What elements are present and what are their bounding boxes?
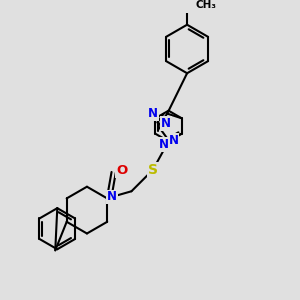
Text: N: N: [158, 138, 168, 151]
Text: N: N: [107, 190, 117, 203]
Text: N: N: [160, 117, 171, 130]
Text: N: N: [169, 134, 178, 147]
Text: N: N: [148, 107, 158, 120]
Text: S: S: [148, 163, 158, 177]
Text: CH₃: CH₃: [196, 0, 217, 10]
Text: O: O: [116, 164, 128, 177]
